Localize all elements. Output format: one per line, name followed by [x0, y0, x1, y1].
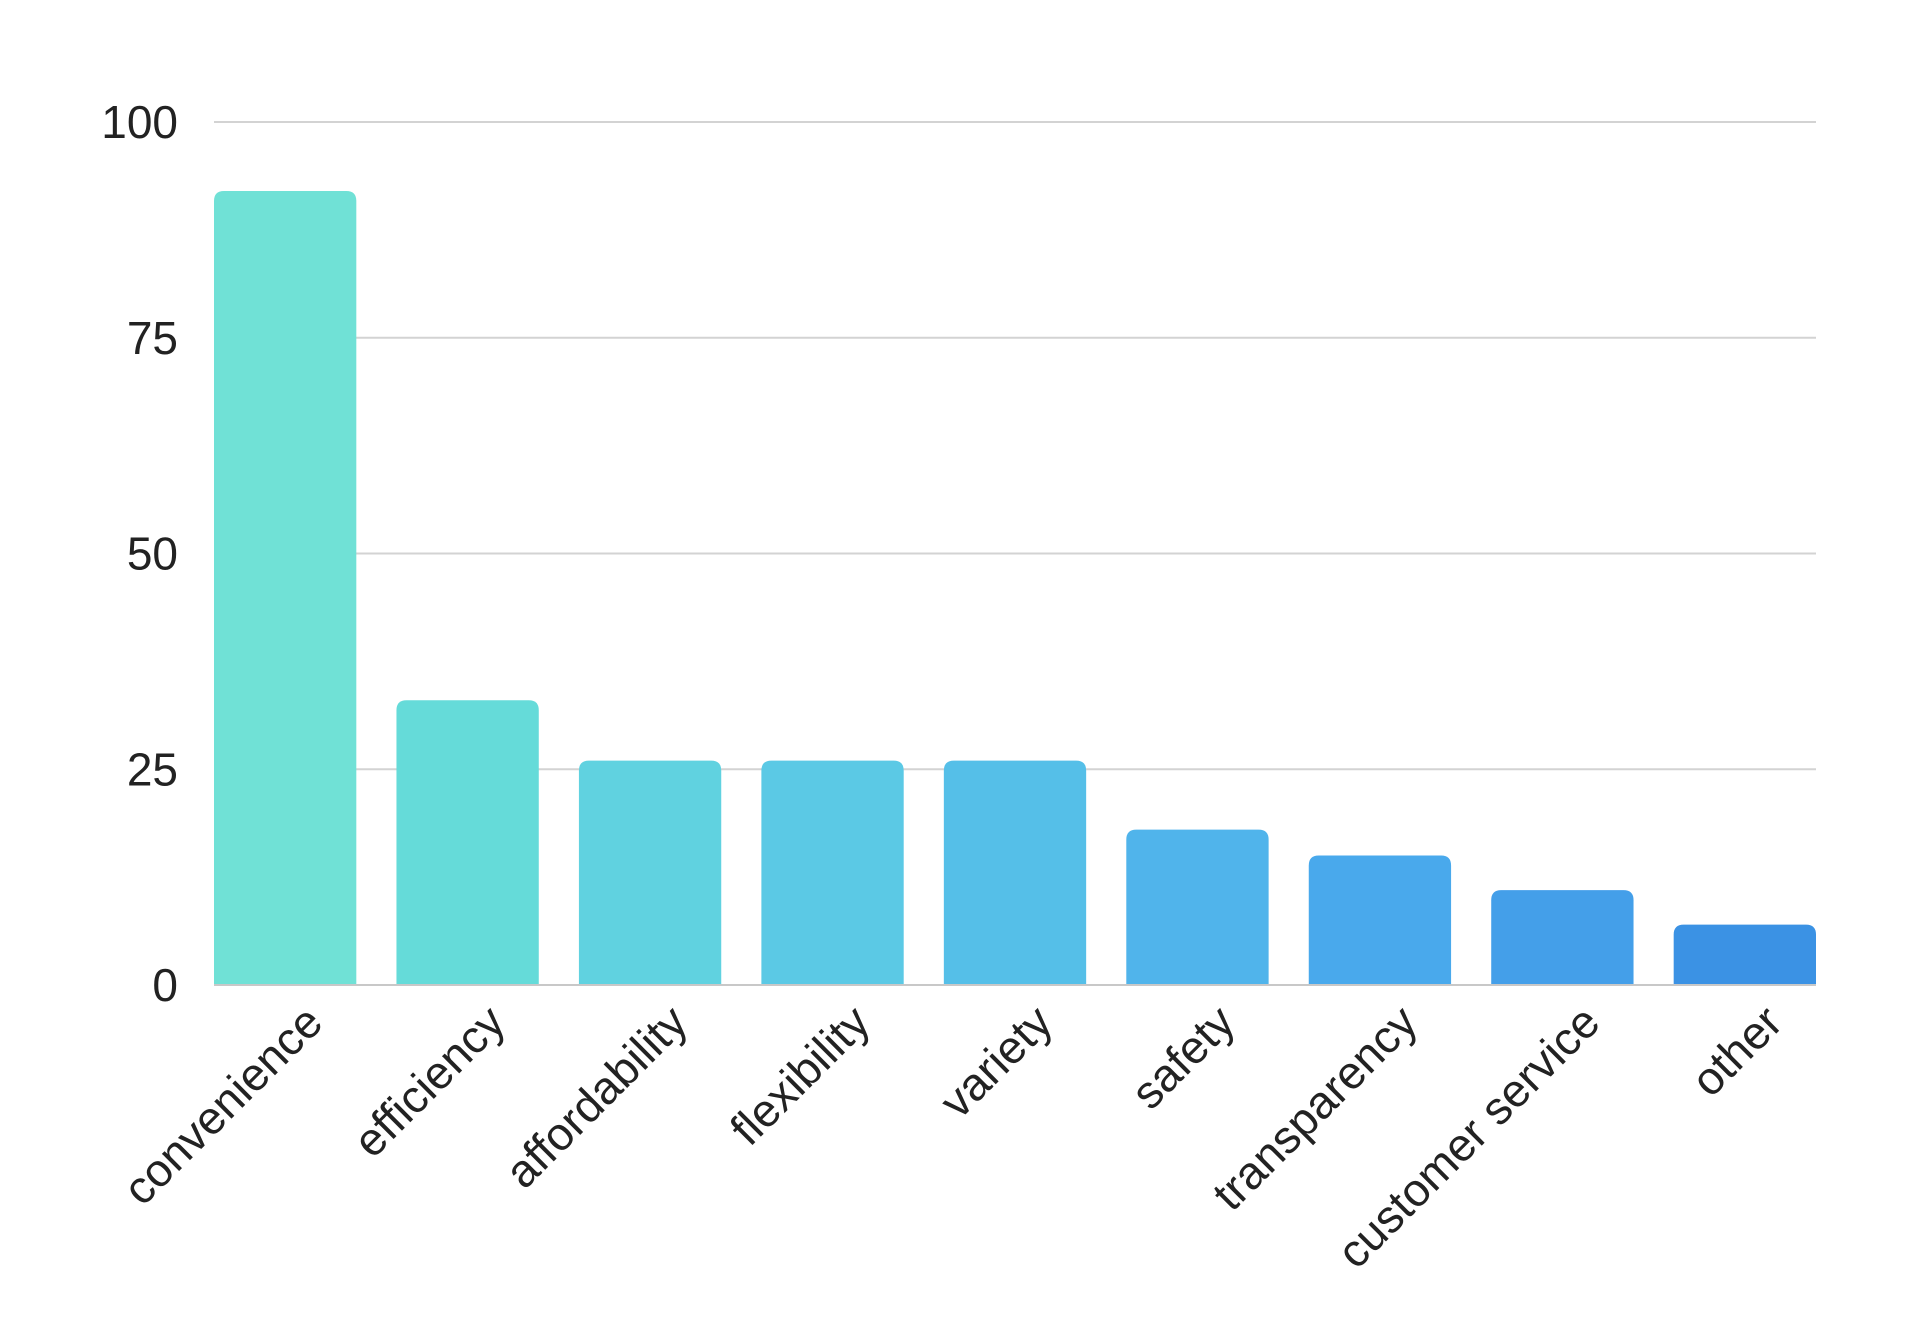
gridlines	[214, 121, 1816, 771]
x-tick-label-efficiency: efficiency	[343, 995, 515, 1167]
bars	[214, 191, 1816, 986]
y-tick-label-50: 50	[127, 528, 178, 580]
bar-flexibility	[761, 760, 904, 985]
bar-affordability	[578, 760, 722, 985]
y-tick-label-75: 75	[127, 312, 178, 364]
bar-variety	[943, 760, 1087, 985]
x-tick-label-affordability: affordability	[495, 995, 698, 1198]
bar-safety	[1126, 829, 1269, 985]
y-tick-label-25: 25	[127, 743, 178, 795]
x-tick-label-safety: safety	[1121, 995, 1245, 1119]
bar-convenience	[214, 191, 357, 986]
x-tick-label-other: other	[1681, 995, 1792, 1106]
bar-other	[1673, 924, 1816, 985]
x-tick-label-flexibility: flexibility	[720, 995, 880, 1155]
x-tick-label-convenience: convenience	[113, 995, 332, 1214]
y-axis-tick-labels: 0 25 50 75 100	[101, 96, 178, 1011]
bar-transparency	[1308, 855, 1452, 985]
y-tick-label-0: 0	[152, 959, 178, 1011]
x-tick-label-variety: variety	[929, 995, 1062, 1128]
bar-customer-service	[1491, 890, 1634, 985]
bar-efficiency	[396, 700, 539, 985]
y-tick-label-100: 100	[101, 96, 178, 148]
